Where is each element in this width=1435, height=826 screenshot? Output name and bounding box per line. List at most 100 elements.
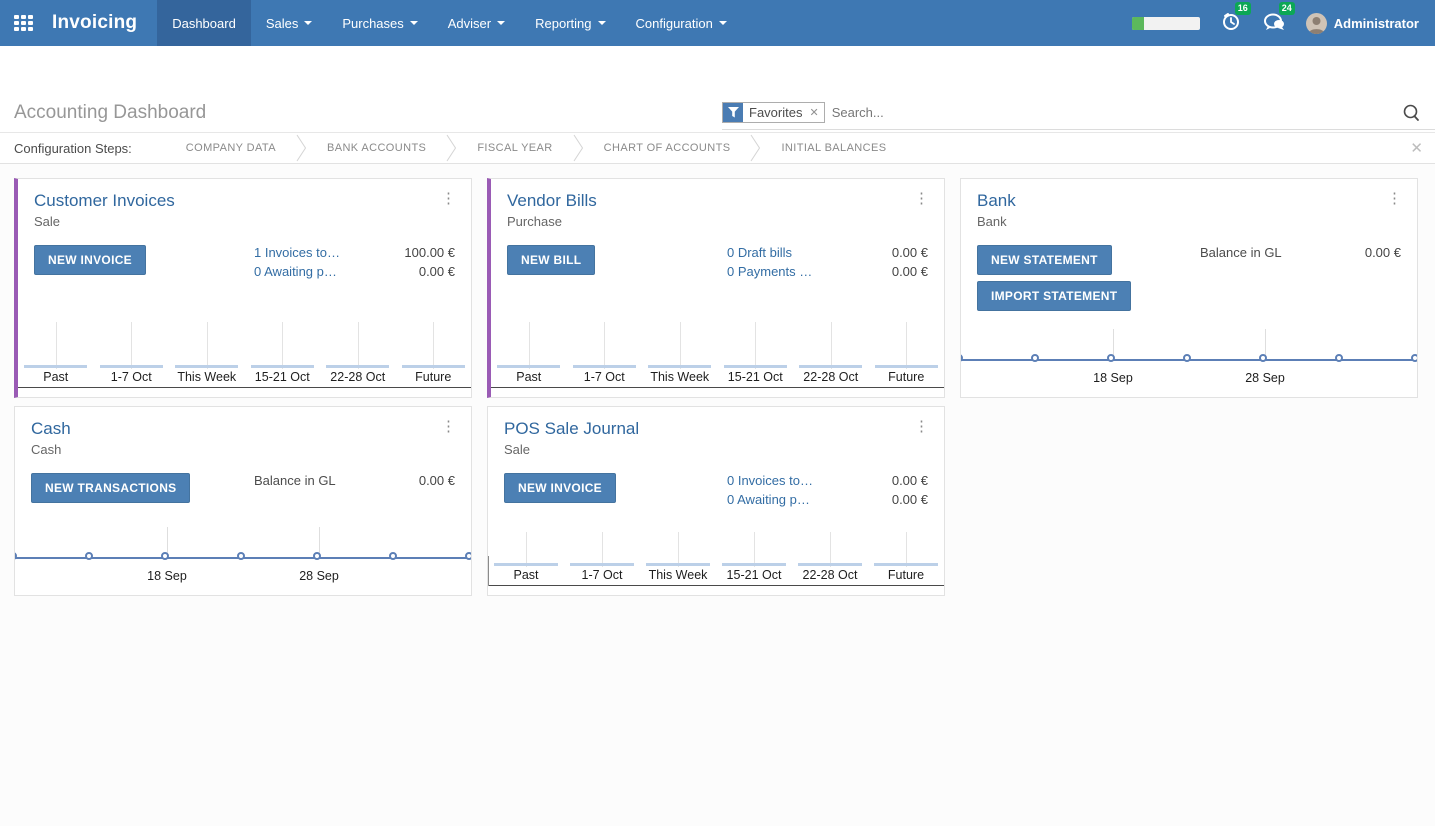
kebab-menu-icon[interactable]: ⋮ [914, 190, 929, 207]
balance-in-gl-label: Balance in GL [1200, 245, 1282, 260]
mini-bar-chart: Past 1-7 Oct This Week 15-21 Oct 22-28 Oct Fu… [18, 322, 471, 397]
stat-row: 0 Payments … 0.00 € [727, 264, 928, 279]
chevron-separator-icon [296, 134, 307, 162]
stat-amount: 0.00 € [891, 473, 928, 488]
activities-button[interactable]: 16 [1220, 1, 1251, 37]
x-axis-labels: Past 1-7 Oct This Week 15-21 Oct 22-28 Oct Fu… [491, 368, 944, 388]
new-transactions-button[interactable]: NEW TRANSACTIONS [31, 473, 191, 503]
activities-count-badge: 16 [1234, 1, 1251, 15]
search-facet-favorites[interactable]: Favorites ✕ [722, 102, 825, 123]
user-name: Administrator [1333, 15, 1419, 31]
stat-row: 1 Invoices to… 100.00 € [254, 245, 455, 260]
invoices-to-validate-link[interactable]: 1 Invoices to… [254, 245, 340, 260]
x-axis-tick: 18 Sep [147, 569, 187, 583]
menu-reporting[interactable]: Reporting [520, 0, 620, 46]
y-axis-line [488, 556, 489, 586]
menu-configuration[interactable]: Configuration [621, 0, 742, 46]
kebab-menu-icon[interactable]: ⋮ [441, 418, 456, 435]
new-bill-button[interactable]: NEW BILL [507, 245, 596, 275]
facet-remove-icon[interactable]: ✕ [809, 107, 819, 119]
x-axis-labels: Past 1-7 Oct This Week 15-21 Oct 22-28 Oct Fu… [18, 368, 471, 388]
step-fiscal-year[interactable]: FISCAL YEAR [477, 142, 553, 154]
mini-line-chart: 18 Sep 28 Sep [961, 319, 1417, 397]
config-steps-label: Configuration Steps: [14, 140, 132, 156]
search-icon[interactable] [1402, 103, 1421, 122]
stat-amount: 0.00 € [891, 492, 928, 507]
stat-row: 0 Draft bills 0.00 € [727, 245, 928, 260]
card-subtitle: Cash [31, 442, 62, 457]
app-brand[interactable]: Invoicing [52, 12, 138, 33]
chevron-separator-icon [446, 134, 457, 162]
stat-amount: 0.00 € [418, 264, 455, 279]
search-zone: Favorites ✕ [722, 102, 1435, 130]
x-axis-tick: 28 Sep [1245, 371, 1285, 385]
menu-sales[interactable]: Sales [251, 0, 328, 46]
search-input[interactable] [831, 105, 1402, 120]
stat-row: 0 Invoices to… 0.00 € [727, 473, 928, 488]
card-subtitle: Bank [977, 214, 1007, 229]
new-statement-button[interactable]: NEW STATEMENT [977, 245, 1112, 275]
progress-fill [1131, 16, 1144, 30]
chevron-down-icon [497, 21, 506, 25]
step-bank-accounts[interactable]: BANK ACCOUNTS [326, 142, 427, 154]
messages-count-badge: 24 [1278, 1, 1295, 15]
menu-purchases[interactable]: Purchases [327, 0, 432, 46]
new-invoice-button[interactable]: NEW INVOICE [34, 245, 146, 275]
step-company-data[interactable]: COMPANY DATA [185, 142, 276, 154]
draft-bills-link[interactable]: 0 Draft bills [727, 245, 793, 260]
import-statement-button[interactable]: IMPORT STATEMENT [977, 281, 1132, 311]
card-title[interactable]: Bank [977, 191, 1016, 210]
stat-amount: 100.00 € [404, 245, 455, 260]
clock-icon [1222, 12, 1239, 30]
card-title[interactable]: Customer Invoices [34, 191, 175, 210]
menu-adviser[interactable]: Adviser [433, 0, 520, 46]
messages-button[interactable]: 24 [1262, 1, 1295, 37]
card-customer-invoices: ⋮ Customer Invoices Sale NEW INVOICE 1 I… [14, 178, 472, 398]
control-panel: Accounting Dashboard Favorites ✕ Filters [0, 46, 1435, 158]
x-axis-tick: 18 Sep [1093, 371, 1133, 385]
kebab-menu-icon[interactable]: ⋮ [914, 418, 929, 435]
stat-row: Balance in GL 0.00 € [254, 473, 455, 488]
chevron-down-icon [409, 21, 418, 25]
new-invoice-button[interactable]: NEW INVOICE [504, 473, 616, 503]
stat-amount: 0.00 € [891, 245, 928, 260]
stat-amount: 0.00 € [418, 473, 455, 488]
user-menu[interactable]: Administrator [1305, 12, 1419, 34]
card-vendor-bills: ⋮ Vendor Bills Purchase NEW BILL 0 Draft… [487, 178, 945, 398]
chevron-separator-icon [751, 134, 761, 162]
balance-in-gl-label: Balance in GL [254, 473, 336, 488]
chevron-separator-icon [573, 134, 583, 162]
card-title[interactable]: Vendor Bills [507, 191, 597, 210]
chat-bubbles-icon [1263, 13, 1284, 30]
stat-amount: 0.00 € [891, 264, 928, 279]
card-subtitle: Sale [34, 214, 61, 229]
card-title[interactable]: Cash [31, 419, 71, 438]
facet-label: Favorites [749, 105, 803, 120]
kebab-menu-icon[interactable]: ⋮ [1387, 190, 1402, 207]
chevron-down-icon [597, 21, 606, 25]
stat-row: Balance in GL 0.00 € [1200, 245, 1401, 260]
usage-progress-bar[interactable] [1131, 16, 1200, 30]
top-navbar: Invoicing Dashboard Sales Purchases Advi… [0, 0, 1435, 46]
kebab-menu-icon[interactable]: ⋮ [441, 190, 456, 207]
step-initial-balances[interactable]: INITIAL BALANCES [781, 142, 887, 154]
stat-row: 0 Awaiting p… 0.00 € [727, 492, 928, 507]
card-subtitle: Sale [504, 442, 531, 457]
card-title[interactable]: POS Sale Journal [504, 419, 640, 438]
payments-link[interactable]: 0 Payments … [727, 264, 813, 279]
main-menu: Dashboard Sales Purchases Adviser Report… [157, 0, 742, 46]
mini-line-chart: 18 Sep 28 Sep [15, 517, 471, 595]
apps-menu-icon[interactable] [14, 15, 33, 31]
card-bank: ⋮ Bank Bank NEW STATEMENT IMPORT STATEME… [960, 178, 1418, 398]
page-title: Accounting Dashboard [14, 102, 207, 123]
card-pos-sale-journal: ⋮ POS Sale Journal Sale NEW INVOICE 0 In… [487, 406, 945, 596]
mini-bar-chart: Past 1-7 Oct This Week 15-21 Oct 22-28 Oct Fu… [488, 532, 944, 595]
dashboard-content: ⋮ Customer Invoices Sale NEW INVOICE 1 I… [0, 164, 1435, 826]
awaiting-payments-link[interactable]: 0 Awaiting p… [727, 492, 810, 507]
step-chart-of-accounts[interactable]: CHART OF ACCOUNTS [603, 142, 731, 154]
awaiting-payments-link[interactable]: 0 Awaiting p… [254, 264, 337, 279]
invoices-to-validate-link[interactable]: 0 Invoices to… [727, 473, 813, 488]
funnel-icon [723, 103, 743, 122]
close-icon[interactable]: ✕ [1410, 140, 1423, 157]
menu-dashboard[interactable]: Dashboard [157, 0, 251, 46]
